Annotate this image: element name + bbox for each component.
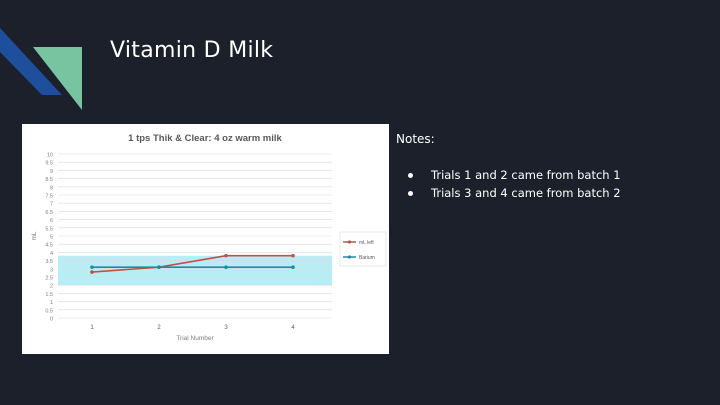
slide-title: Vitamin D Milk — [110, 38, 274, 63]
notes-title: Notes: — [396, 132, 435, 146]
bullet-icon — [408, 191, 413, 196]
y-tick-label: 10 — [47, 153, 53, 159]
chart-image: 1 tps Thik & Clear: 4 oz warm milk 0 0.5 1 1… — [22, 124, 389, 354]
chart-title: 1 tps Thik & Clear: 4 oz warm milk — [128, 133, 282, 144]
data-point — [224, 265, 228, 269]
data-point — [224, 253, 228, 258]
x-tick-label: 1 — [90, 325, 94, 331]
y-tick-label: 0 — [50, 317, 53, 323]
y-tick-label: 8 — [50, 185, 53, 191]
y-tick-label: 6.5 — [45, 210, 53, 216]
legend-marker — [347, 240, 352, 244]
y-tick-label: 5.5 — [45, 226, 53, 232]
data-point — [90, 265, 94, 269]
note-item: Trials 1 and 2 came from batch 1 — [396, 168, 621, 182]
legend-box — [339, 231, 387, 267]
legend-label: mL left — [359, 240, 374, 246]
note-item: Trials 3 and 4 came from batch 2 — [396, 186, 621, 200]
data-point — [90, 270, 94, 274]
y-tick-label: 3 — [50, 267, 53, 273]
y-tick-label: 1 — [50, 300, 53, 306]
chart-svg: 1 tps Thik & Clear: 4 oz warm milk 0 0.5 1 1… — [31, 133, 387, 342]
y-tick-label: 4 — [50, 251, 53, 257]
legend-label: Barium — [359, 255, 375, 261]
target-band — [58, 255, 332, 286]
y-tick-label: 8.5 — [45, 177, 53, 183]
y-tick-label: 7.5 — [45, 194, 53, 200]
data-point — [291, 253, 295, 258]
x-tick-label: 4 — [291, 325, 295, 331]
note-text: Trials 1 and 2 came from batch 1 — [431, 168, 621, 182]
bullet-icon — [408, 173, 413, 178]
y-tick-label: 7 — [50, 202, 53, 208]
y-tick-label: 2 — [50, 284, 53, 290]
legend-marker — [347, 255, 352, 259]
y-tick-label: 6 — [50, 218, 53, 224]
note-text: Trials 3 and 4 came from batch 2 — [431, 186, 621, 200]
notes-panel: Notes: Trials 1 and 2 came from batch 1 … — [396, 132, 621, 204]
x-tick-label: 3 — [224, 325, 228, 331]
x-tick-label: 2 — [157, 325, 161, 331]
y-tick-label: 0.5 — [45, 308, 53, 314]
data-point — [291, 265, 295, 269]
y-tick-label: 9 — [50, 169, 53, 175]
y-tick-label: 4.5 — [45, 243, 53, 249]
data-point — [157, 265, 161, 269]
corner-decoration — [0, 28, 82, 110]
x-axis-label: Trial Number — [176, 335, 214, 342]
y-tick-label: 1.5 — [45, 292, 53, 298]
y-tick-label: 3.5 — [45, 259, 53, 265]
series-line — [91, 254, 293, 273]
y-tick-label: 2.5 — [45, 276, 53, 282]
y-axis-label: mL — [31, 231, 38, 240]
y-tick-label: 5 — [50, 235, 53, 241]
y-tick-label: 9.5 — [45, 161, 53, 167]
